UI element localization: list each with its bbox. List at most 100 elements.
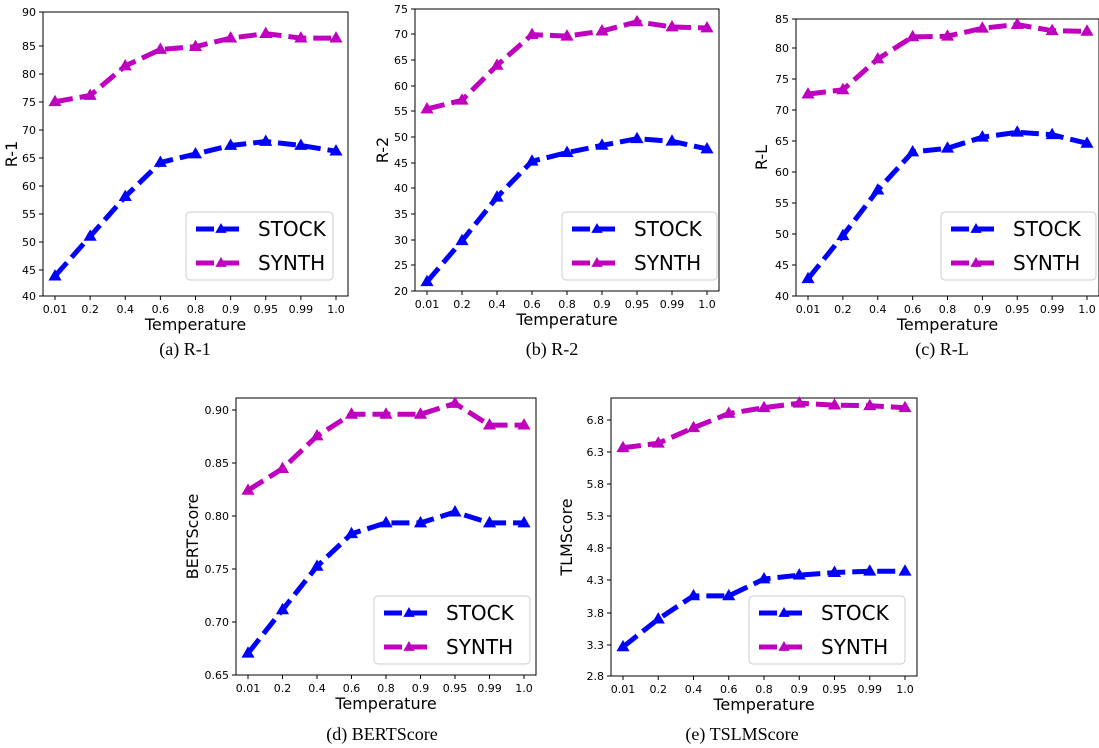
y-tick-label: 65 (394, 54, 408, 67)
y-tick-label: 3.3 (587, 639, 605, 652)
data-point-stock (455, 233, 469, 246)
data-point-stock (595, 138, 609, 150)
x-tick-label: 0.8 (377, 682, 395, 695)
data-point-stock (906, 144, 920, 157)
y-tick-label: 60 (394, 80, 408, 93)
x-tick-label: 0.01 (611, 683, 636, 696)
data-point-stock (836, 228, 850, 241)
x-tick-label: 0.99 (289, 303, 314, 316)
x-tick-label: 0.99 (477, 682, 502, 695)
x-tick-label: 0.4 (117, 303, 135, 316)
legend-swatch-marker (591, 257, 603, 267)
legend-swatch-marker (215, 223, 227, 233)
y-tick-label: 65 (775, 135, 789, 148)
data-point-synth (455, 93, 469, 105)
data-point-synth (275, 461, 290, 474)
x-axis-label: Temperature (896, 315, 998, 334)
caption-tslmscore: (e) TSLMScore (685, 724, 798, 745)
data-point-stock (898, 564, 912, 576)
x-tick-label: 0.6 (904, 303, 922, 316)
y-tick-label: 0.90 (205, 404, 230, 417)
y-tick-label: 45 (394, 157, 408, 170)
data-point-stock (630, 131, 644, 144)
series-stock (801, 125, 1094, 284)
data-point-stock (329, 144, 343, 156)
data-point-stock (344, 526, 359, 539)
y-tick-label: 0.70 (205, 616, 230, 629)
data-point-synth (294, 31, 308, 43)
x-tick-label: 1.0 (896, 683, 914, 696)
y-tick-label: 85 (775, 13, 789, 26)
data-point-stock (871, 183, 885, 195)
y-tick-label: 70 (394, 28, 408, 41)
legend-label: STOCK (446, 601, 515, 625)
x-tick-label: 0.9 (593, 298, 611, 311)
legend: STOCK SYNTH (940, 211, 1097, 281)
series-synth (801, 17, 1094, 99)
data-point-synth (1010, 17, 1024, 29)
x-tick-label: 1.0 (698, 298, 716, 311)
y-axis-label: R-L (752, 145, 771, 170)
data-point-synth (792, 396, 806, 408)
x-tick-label: 0.9 (791, 683, 809, 696)
series-stock (241, 505, 531, 658)
x-tick-label: 0.6 (720, 683, 738, 696)
chart-2: 20 25 30 35 40 45 50 55 60 65 70 75 0.01 0.2 0.4 0.6 0.8… (373, 3, 720, 329)
legend-label: SYNTH (634, 251, 701, 275)
series-line-stock (425, 136, 708, 284)
y-axis-label: BERTScore (183, 494, 202, 580)
x-tick-label: 0.4 (869, 303, 887, 316)
y-tick-label: 30 (394, 234, 408, 247)
legend-swatch-marker (970, 223, 982, 233)
data-point-stock (482, 515, 497, 528)
x-tick-label: 0.99 (858, 683, 883, 696)
data-point-synth (651, 436, 665, 448)
y-tick-label: 80 (775, 42, 789, 55)
data-point-synth (1080, 24, 1094, 36)
data-point-synth (517, 418, 531, 430)
legend: STOCK SYNTH (185, 211, 334, 281)
x-tick-label: 0.01 (43, 303, 68, 316)
x-tick-label: 0.2 (274, 682, 292, 695)
data-point-synth (560, 29, 574, 41)
data-point-synth (1045, 23, 1059, 36)
x-tick-label: 0.9 (222, 303, 240, 316)
series-synth (241, 396, 531, 495)
x-tick-label: 0.2 (81, 303, 99, 316)
data-point-stock (1045, 127, 1059, 140)
y-tick-label: 6.3 (587, 446, 605, 459)
y-tick-label: 0.65 (205, 669, 230, 682)
legend-swatch-marker (591, 223, 603, 233)
data-point-synth (616, 440, 630, 453)
y-tick-label: 50 (22, 236, 36, 249)
data-point-synth (420, 101, 434, 114)
series-line-synth (622, 400, 906, 451)
x-tick-label: 0.8 (558, 298, 576, 311)
y-tick-label: 4.3 (587, 574, 605, 587)
x-tick-label: 0.4 (685, 683, 703, 696)
y-tick-label: 65 (22, 152, 36, 165)
y-tick-label: 55 (775, 197, 789, 210)
x-tick-label: 0.9 (412, 682, 430, 695)
x-tick-label: 0.4 (488, 298, 506, 311)
data-point-stock (294, 138, 308, 150)
data-point-synth (863, 398, 877, 411)
y-tick-label: 50 (775, 228, 789, 241)
y-tick-label: 55 (22, 208, 36, 221)
data-point-synth (490, 58, 504, 70)
y-tick-label: 6.8 (587, 414, 605, 427)
data-point-stock (525, 154, 539, 166)
data-point-synth (871, 52, 885, 64)
legend-label: STOCK (821, 601, 890, 625)
data-point-stock (686, 588, 701, 601)
y-tick-label: 35 (394, 208, 408, 221)
caption-rl: (c) R-L (915, 339, 968, 360)
x-tick-label: 0.99 (660, 298, 685, 311)
data-point-stock (616, 639, 630, 652)
data-point-synth (310, 429, 324, 441)
x-axis-label: Temperature (515, 310, 617, 329)
data-point-synth (344, 407, 359, 419)
caption-r1: (a) R-1 (159, 339, 210, 360)
data-point-synth (836, 82, 850, 95)
data-point-stock (651, 612, 665, 624)
